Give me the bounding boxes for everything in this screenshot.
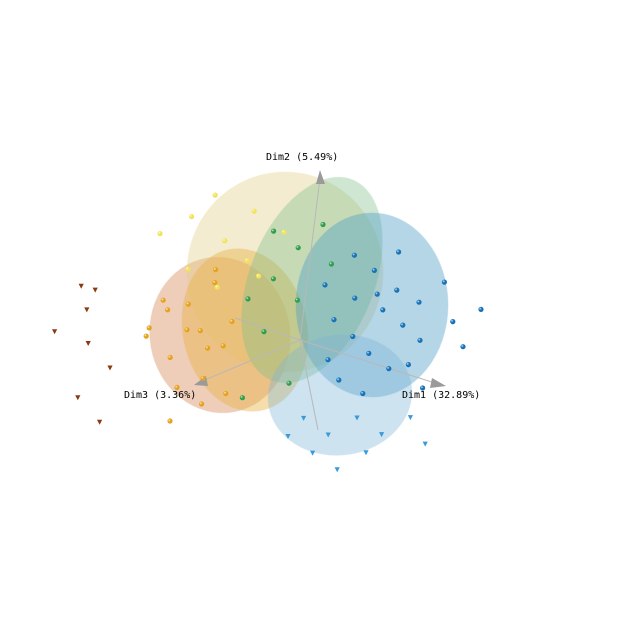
- point-highlight-g2-8: [214, 284, 220, 290]
- point-g6-1: [301, 415, 307, 421]
- point-highlight-g3-4: [205, 345, 211, 351]
- ellipsoid-layer: [149, 171, 449, 456]
- point-highlight-g4-5: [328, 261, 334, 267]
- point-highlight-g3-10: [212, 280, 218, 286]
- point-g6-10: [285, 434, 291, 439]
- point-highlight-g5-23: [478, 306, 484, 312]
- point-g6-7: [334, 467, 340, 473]
- point-g6-9: [363, 450, 369, 456]
- point-highlight-g5-10: [366, 350, 372, 356]
- point-g6-5: [310, 450, 316, 456]
- point-highlight-g5-21: [322, 282, 328, 288]
- point-highlight-g5-2: [371, 267, 377, 273]
- point-g1-8: [97, 419, 103, 425]
- point-highlight-g2-3: [251, 208, 257, 214]
- point-highlight-g5-3: [396, 249, 402, 255]
- point-highlight-g4-10: [239, 395, 245, 401]
- ellipsoid-6: [267, 334, 413, 456]
- x-axis-back: [234, 317, 301, 341]
- point-highlight-g2-10: [256, 273, 262, 279]
- point-highlight-g4-8: [261, 329, 267, 335]
- point-highlight-g5-9: [350, 333, 356, 340]
- point-highlight-g2-4: [185, 266, 191, 272]
- point-highlight-g3-3: [185, 301, 191, 307]
- z-axis-label: Dim3 (3.36%): [124, 390, 196, 401]
- x-axis-line: [299, 339, 439, 385]
- point-highlight-g5-11: [386, 366, 392, 372]
- point-highlight-g5-16: [417, 337, 423, 343]
- point-highlight-g2-1: [189, 214, 195, 220]
- point-highlight-g4-7: [294, 297, 300, 303]
- point-highlight-g2-2: [222, 238, 228, 244]
- point-highlight-g3-1: [165, 307, 171, 313]
- y-axis-arrow: [316, 170, 325, 184]
- point-g1-1: [84, 307, 90, 313]
- point-g1-3: [75, 395, 81, 401]
- point-g1-6: [107, 365, 113, 371]
- point-g1-5: [52, 329, 58, 335]
- point-highlight-g3-5: [167, 354, 173, 361]
- point-highlight-g3-17: [223, 390, 229, 397]
- point-g1-7: [78, 283, 84, 289]
- axes: [199, 177, 439, 431]
- point-g1-4: [92, 287, 98, 293]
- point-highlight-g3-11: [200, 375, 206, 381]
- x-axis-label: Dim1 (32.89%): [402, 390, 480, 401]
- y-axis-back: [299, 339, 319, 431]
- point-highlight-g4-4: [270, 276, 276, 282]
- point-highlight-g3-12: [160, 297, 166, 303]
- point-highlight-g5-5: [352, 295, 358, 301]
- point-g6-4: [379, 432, 385, 438]
- point-g6-8: [422, 441, 428, 447]
- point-highlight-g2-5: [244, 257, 250, 264]
- z-axis-line: [199, 339, 301, 383]
- point-highlight-g5-13: [336, 377, 342, 383]
- point-highlight-g5-15: [416, 299, 422, 305]
- point-highlight-g5-14: [360, 390, 366, 397]
- point-highlight-g4-9: [286, 380, 292, 386]
- ellipsoid-3: [181, 248, 309, 412]
- point-highlight-g4-6: [245, 296, 251, 302]
- point-highlight-g5-6: [380, 307, 386, 313]
- point-highlight-g5-24: [374, 291, 380, 297]
- x-axis-arrow: [430, 378, 446, 388]
- point-highlight-g5-12: [325, 357, 331, 363]
- point-g6-2: [325, 432, 331, 438]
- point-highlight-g5-4: [394, 287, 400, 293]
- point-highlight-g5-19: [405, 362, 411, 368]
- point-highlight-g5-8: [331, 317, 337, 323]
- point-highlight-g5-22: [420, 385, 426, 391]
- y-axis-label: Dim2 (5.49%): [266, 152, 338, 163]
- point-highlight-g4-3: [320, 221, 326, 228]
- point-highlight-g2-9: [212, 192, 218, 198]
- point-highlight-g4-1: [271, 228, 277, 234]
- point-highlight-g3-16: [143, 333, 149, 339]
- point-highlight-g3-18: [213, 267, 219, 273]
- point-highlight-g3-14: [229, 318, 235, 325]
- point-highlight-g4-2: [295, 245, 301, 251]
- point-highlight-g3-8: [220, 343, 226, 349]
- point-highlight-g3-2: [184, 327, 190, 333]
- points-layer: [52, 192, 484, 473]
- point-highlight-g5-17: [441, 279, 447, 285]
- point-highlight-g5-7: [400, 322, 406, 328]
- ellipsoid-4: [241, 176, 383, 384]
- point-highlight-g3-7: [174, 384, 180, 390]
- point-g6-6: [407, 415, 413, 421]
- ellipsoid-1: [149, 256, 291, 414]
- axis-arrowheads: [194, 170, 446, 388]
- point-highlight-g3-13: [199, 401, 205, 407]
- y-axis-line: [299, 177, 321, 341]
- point-g1-2: [85, 341, 91, 346]
- point-highlight-g5-1: [351, 252, 357, 258]
- point-g6-3: [354, 415, 360, 421]
- point-highlight-g2-7: [281, 229, 287, 235]
- point-highlight-g5-18: [450, 319, 456, 325]
- point-highlight-g3-15: [167, 418, 173, 424]
- point-highlight-g3-9: [146, 325, 152, 331]
- point-highlight-g3-6: [197, 328, 203, 334]
- point-highlight-g5-20: [460, 344, 466, 350]
- point-highlight-g2-6: [157, 231, 163, 237]
